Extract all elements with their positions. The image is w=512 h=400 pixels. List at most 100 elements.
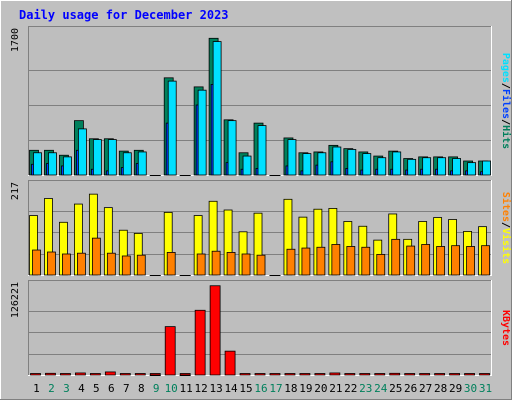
bar-kbytes [194,309,206,376]
bar-kbytes [374,373,386,376]
bar-sites [62,253,71,276]
legend-separator: / [500,222,511,228]
bar-sites [106,252,116,276]
legend-sites: Sites [500,192,512,222]
bar-pages [167,80,177,176]
bar-kbytes [434,373,446,376]
x-tick-label: 28 [434,382,447,395]
bar-kbytes [344,373,356,376]
bar-kbytes [389,372,401,376]
bar-kbytes [209,285,221,376]
scale-label: 217 [10,182,21,200]
bar-pages [347,149,357,176]
bar-kbytes [284,373,296,376]
bar-sites [32,249,41,276]
x-tick-label: 5 [93,382,100,395]
bar-sites [286,248,296,276]
bar-sites [226,252,236,276]
x-tick-label: 18 [284,382,297,395]
scale-label: 126221 [10,282,21,318]
bar-pages [197,89,207,176]
bar-pages [332,146,342,176]
bar-pages [257,125,267,176]
bar-kbytes [104,371,116,376]
bar-kbytes [269,373,281,376]
x-tick-label: 19 [299,382,312,395]
bar-kbytes [404,373,416,376]
bar-pages [362,153,372,176]
x-tick-label: 27 [419,382,432,395]
x-tick-label: 31 [479,382,492,395]
bar-pages [467,162,476,176]
x-tick-label: 20 [314,382,327,395]
x-tick-label: 22 [344,382,357,395]
chart-title: Daily usage for December 2023 [19,8,229,22]
bar-pages [437,157,447,176]
bar-sites [121,255,131,276]
bar-sites [421,244,431,276]
bar-pages [212,41,222,176]
scale-label: 1700 [10,28,21,52]
x-tick-label: 8 [138,382,145,395]
x-tick-label: 9 [153,382,160,395]
bar-sites [451,245,460,276]
bar-sites [331,244,341,276]
bar-sites [256,254,266,276]
bar-sites [346,246,356,276]
bar-kbytes [299,373,311,376]
bar-pages [227,120,237,176]
bar-kbytes [30,373,41,376]
x-tick-label: 23 [359,382,372,395]
bar-kbytes [75,372,86,376]
bar-sites [406,245,416,276]
panels-group: 1700Pages/Files/Hits217Sites/Visits12622… [10,26,512,376]
bar-pages [78,128,87,176]
x-tick-label: 1 [33,382,40,395]
bar-pages [377,157,387,176]
x-tick-label: 26 [404,382,417,395]
x-tick-label: 29 [449,382,462,395]
x-tick-label: 14 [224,382,238,395]
bar-kbytes [479,373,490,376]
bar-sites [196,253,206,276]
panel-background [28,280,492,376]
x-tick-label: 24 [374,382,388,395]
x-tick-label: 4 [78,382,85,395]
bar-sites [316,246,326,276]
bar-sites [376,253,386,276]
bar-sites [211,250,221,276]
bar-sites [481,245,490,276]
bar-kbytes [239,373,251,376]
legend-pages: Pages [500,53,511,83]
legend-kbytes: KBytes [500,310,511,346]
bar-pages [137,151,147,176]
bar-sites [361,246,371,276]
bar-pages [452,158,461,176]
panel-kbytes: 126221 KBytes [10,280,511,376]
bar-kbytes [149,373,161,376]
bar-sites [47,251,56,276]
legend-bot: KBytes [500,310,511,346]
bar-pages [63,156,72,176]
legend-mid: Sites/Visits [500,192,512,264]
bar-kbytes [134,373,146,376]
legend-hits: Hits [500,125,512,149]
bar-pages [107,139,117,176]
bar-kbytes [464,373,475,376]
bar-pages [317,152,327,176]
x-tick-label: 15 [239,382,252,395]
x-tick-label: 2 [48,382,55,395]
x-axis: 1 2 3 4 5 6 7 8 9 10 11 12 13 14 15 16 17 18 19 20 21 22 23 24 2… [33,382,492,395]
bar-sites [436,246,446,276]
x-tick-label: 3 [63,382,70,395]
bar-pages [422,157,432,176]
bar-pages [287,139,297,176]
legend-visits: Visits [500,228,512,264]
x-tick-label: 12 [195,382,208,395]
bar-sites [166,252,176,276]
bar-kbytes [254,373,266,376]
x-tick-label: 10 [165,382,178,395]
bar-sites [77,252,86,276]
